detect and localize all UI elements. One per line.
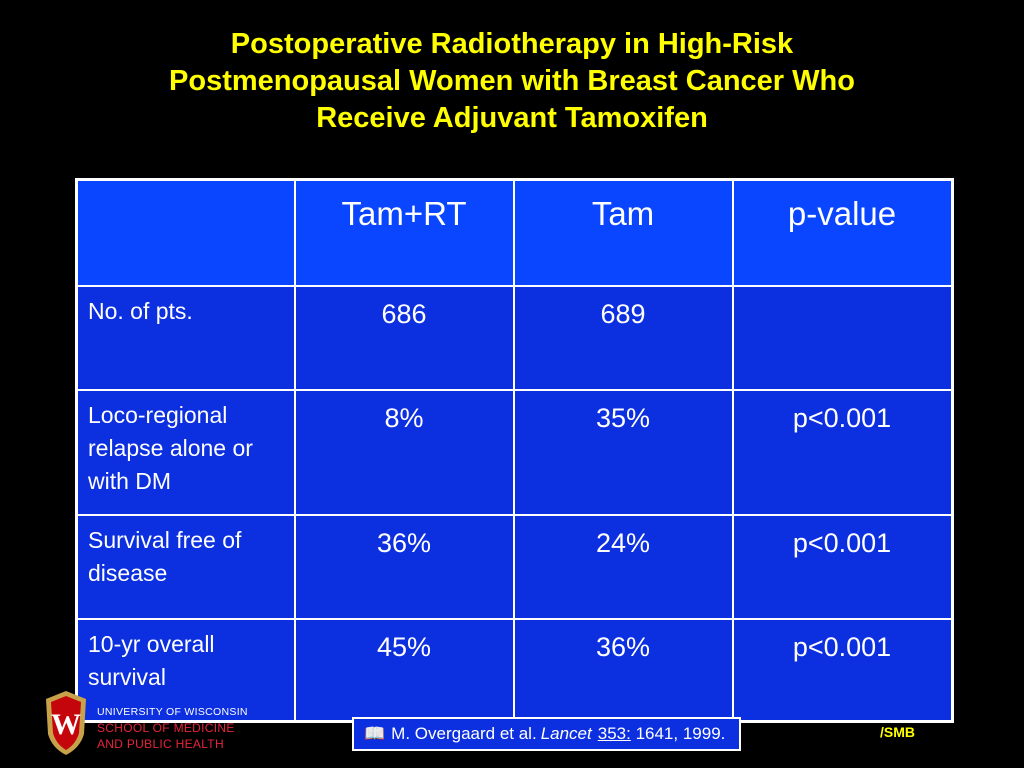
school-line-1: SCHOOL OF MEDICINE xyxy=(97,721,235,735)
cell-tam: 24% xyxy=(512,514,734,620)
uw-crest-icon: W xyxy=(44,690,88,756)
title-line-3: Receive Adjuvant Tamoxifen xyxy=(316,102,708,134)
university-name: UNIVERSITY OF WISCONSIN xyxy=(97,706,248,718)
cell-tam-rt: 45% xyxy=(293,618,515,723)
cell-tam: 36% xyxy=(512,618,734,723)
header-tam-rt: Tam+RT xyxy=(293,178,515,287)
header-p-value: p-value xyxy=(731,178,953,287)
cell-p-value: p<0.001 xyxy=(731,618,953,723)
table-row: Survival free of disease 36% 24% p<0.001 xyxy=(75,514,953,620)
cell-p-value: p<0.001 xyxy=(731,514,953,620)
table-row: 10-yr overall survival 45% 36% p<0.001 xyxy=(75,618,953,723)
school-name: UNIVERSITY OF WISCONSIN SCHOOL OF MEDICI… xyxy=(97,704,248,752)
citation-authors: M. Overgaard et al. xyxy=(391,724,537,743)
header-tam: Tam xyxy=(512,178,734,287)
book-icon: 📖 xyxy=(364,724,386,743)
citation-box: 📖 M. Overgaard et al. Lancet 353: 1641, 199… xyxy=(352,717,742,751)
cell-tam: 35% xyxy=(512,389,734,516)
results-table: Tam+RT Tam p-value No. of pts. 686 689 L… xyxy=(75,178,954,723)
slide-title: Postoperative Radiotherapy in High-Risk … xyxy=(60,26,964,137)
citation-pages: 1641, 1999. xyxy=(635,724,726,743)
row-label: Loco-regional relapse alone or with DM xyxy=(75,389,296,516)
cell-tam-rt: 8% xyxy=(293,389,515,516)
cell-p-value xyxy=(731,285,953,391)
cell-tam-rt: 36% xyxy=(293,514,515,620)
school-line-2: AND PUBLIC HEALTH xyxy=(97,737,224,751)
title-line-2: Postmenopausal Women with Breast Cancer … xyxy=(169,65,855,97)
table-row: Loco-regional relapse alone or with DM 8… xyxy=(75,389,953,516)
citation-volume: 353: xyxy=(597,724,631,743)
title-line-1: Postoperative Radiotherapy in High-Risk xyxy=(230,28,794,60)
cell-p-value: p<0.001 xyxy=(731,389,953,516)
author-credit: /SMB xyxy=(880,724,915,740)
row-label: 10-yr overall survival xyxy=(75,618,296,723)
row-label: No. of pts. xyxy=(75,285,296,391)
cell-tam-rt: 686 xyxy=(293,285,515,391)
table-header-row: Tam+RT Tam p-value xyxy=(75,178,953,287)
cell-tam: 689 xyxy=(512,285,734,391)
citation-journal: Lancet xyxy=(540,724,592,743)
row-label: Survival free of disease xyxy=(75,514,296,620)
table-row: No. of pts. 686 689 xyxy=(75,285,953,391)
header-empty-cell xyxy=(75,178,296,287)
logo-letter: W xyxy=(51,708,81,741)
